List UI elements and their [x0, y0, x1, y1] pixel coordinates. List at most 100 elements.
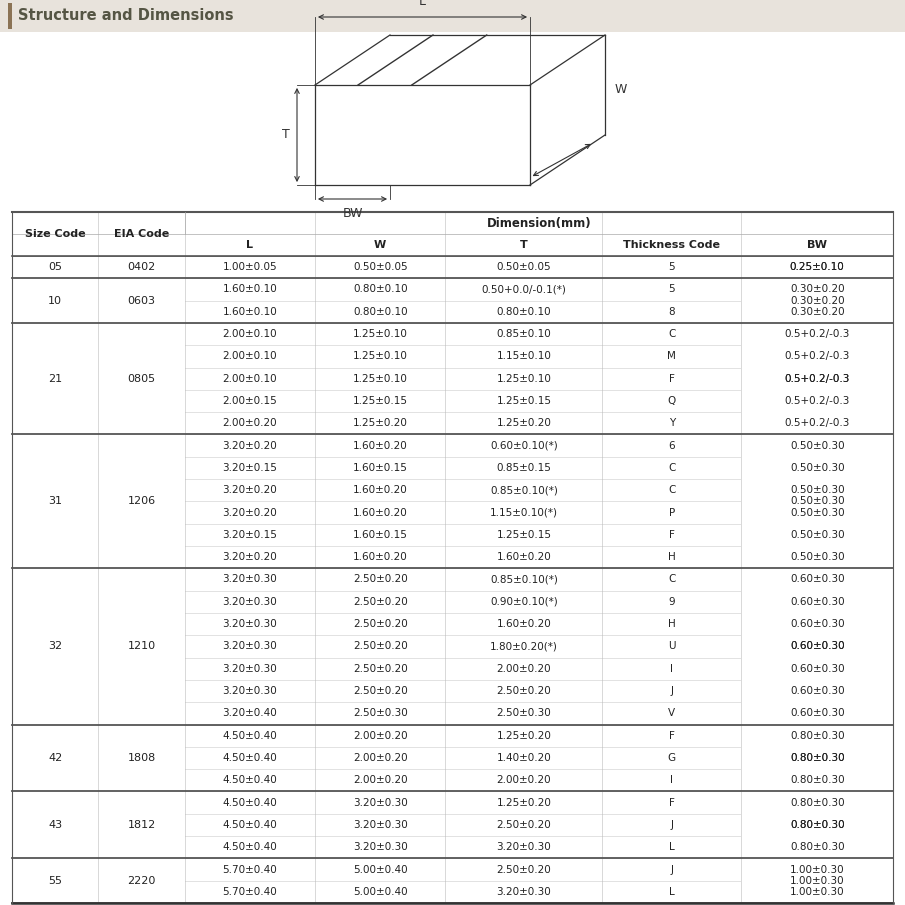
Text: 5.00±0.40: 5.00±0.40 — [353, 887, 407, 897]
Text: 2.00±0.10: 2.00±0.10 — [223, 351, 277, 361]
Text: 4.50±0.40: 4.50±0.40 — [223, 776, 277, 786]
Bar — [12, 568, 99, 725]
Text: M: M — [667, 351, 676, 361]
Text: 0.50±0.30: 0.50±0.30 — [790, 463, 844, 473]
Text: 3.20±0.20: 3.20±0.20 — [223, 441, 277, 451]
Text: 1210: 1210 — [128, 642, 156, 652]
Text: 2.00±0.10: 2.00±0.10 — [223, 374, 277, 384]
Text: 0.60±0.30: 0.60±0.30 — [790, 642, 844, 652]
Text: Q: Q — [668, 396, 676, 406]
Text: 0.25±0.10: 0.25±0.10 — [790, 262, 844, 272]
Text: 0.50±0.30: 0.50±0.30 — [790, 530, 844, 540]
Text: 1.60±0.15: 1.60±0.15 — [353, 530, 407, 540]
Text: Y: Y — [669, 418, 675, 428]
Bar — [12, 256, 99, 279]
Bar — [99, 568, 185, 725]
Text: 2.00±0.20: 2.00±0.20 — [497, 663, 551, 673]
Text: Dimension(mm): Dimension(mm) — [487, 216, 591, 230]
Text: 0.80±0.30: 0.80±0.30 — [790, 753, 844, 763]
Bar — [741, 792, 893, 858]
Text: 05: 05 — [48, 262, 62, 272]
Text: 5.00±0.40: 5.00±0.40 — [353, 864, 407, 874]
Text: 0.60±0.30: 0.60±0.30 — [790, 575, 844, 585]
Text: 0.50±0.30: 0.50±0.30 — [790, 441, 844, 451]
Text: 2220: 2220 — [128, 876, 156, 886]
Text: U: U — [668, 642, 676, 652]
Text: L: L — [419, 0, 426, 8]
Text: 2.00±0.15: 2.00±0.15 — [223, 396, 277, 406]
Text: 3.20±0.30: 3.20±0.30 — [353, 820, 407, 830]
Bar — [0, 0, 905, 32]
Text: G: G — [668, 753, 676, 763]
Text: 1.25±0.10: 1.25±0.10 — [353, 351, 407, 361]
Text: 1.60±0.20: 1.60±0.20 — [497, 619, 551, 629]
Text: 3.20±0.30: 3.20±0.30 — [223, 686, 277, 696]
Text: 2.00±0.10: 2.00±0.10 — [223, 329, 277, 339]
Bar — [99, 434, 185, 568]
Text: 43: 43 — [48, 820, 62, 830]
Text: 1.25±0.20: 1.25±0.20 — [353, 418, 407, 428]
Text: T: T — [520, 240, 528, 250]
Text: 2.50±0.30: 2.50±0.30 — [497, 709, 551, 719]
Text: 1206: 1206 — [128, 497, 156, 507]
Text: 3.20±0.30: 3.20±0.30 — [223, 596, 277, 607]
Text: 3.20±0.30: 3.20±0.30 — [223, 642, 277, 652]
Text: 0.85±0.15: 0.85±0.15 — [497, 463, 551, 473]
Text: 0.5+0.2/-0.3: 0.5+0.2/-0.3 — [785, 418, 850, 428]
Text: 9: 9 — [669, 596, 675, 607]
Text: 3.20±0.30: 3.20±0.30 — [223, 619, 277, 629]
Text: 1.25±0.10: 1.25±0.10 — [497, 374, 551, 384]
Text: L: L — [669, 887, 675, 897]
Bar — [12, 434, 99, 568]
Text: W: W — [374, 240, 386, 250]
Text: 1.25±0.10: 1.25±0.10 — [353, 329, 407, 339]
Text: 3.20±0.30: 3.20±0.30 — [497, 887, 551, 897]
Text: Structure and Dimensions: Structure and Dimensions — [18, 8, 233, 24]
Text: 3.20±0.30: 3.20±0.30 — [353, 843, 407, 853]
Text: 8: 8 — [669, 307, 675, 317]
Bar — [12, 212, 893, 903]
Text: 1.15±0.10(*): 1.15±0.10(*) — [490, 508, 557, 518]
Bar — [12, 858, 99, 903]
Text: 5: 5 — [669, 284, 675, 294]
Text: L: L — [669, 843, 675, 853]
Text: 2.50±0.20: 2.50±0.20 — [353, 575, 407, 585]
Text: 0.60±0.30: 0.60±0.30 — [790, 619, 844, 629]
Bar — [741, 323, 893, 434]
Text: 2.00±0.20: 2.00±0.20 — [223, 418, 277, 428]
Text: 21: 21 — [48, 374, 62, 384]
Text: 1.15±0.10: 1.15±0.10 — [497, 351, 551, 361]
Text: F: F — [669, 730, 675, 740]
Text: 0.80±0.30: 0.80±0.30 — [790, 753, 844, 763]
Text: 2.00±0.20: 2.00±0.20 — [497, 776, 551, 786]
Text: 1.00±0.05: 1.00±0.05 — [223, 262, 277, 272]
Text: 0.60±0.10(*): 0.60±0.10(*) — [490, 441, 557, 451]
Text: 1.25±0.15: 1.25±0.15 — [496, 396, 551, 406]
Text: C: C — [668, 575, 675, 585]
Text: 0.25±0.10: 0.25±0.10 — [790, 262, 844, 272]
Text: 4.50±0.40: 4.50±0.40 — [223, 753, 277, 763]
Text: BW: BW — [342, 207, 363, 220]
Text: 4.50±0.40: 4.50±0.40 — [223, 843, 277, 853]
Text: 1.25±0.20: 1.25±0.20 — [497, 797, 551, 807]
Text: 0.80±0.30: 0.80±0.30 — [790, 820, 844, 830]
Text: 0805: 0805 — [128, 374, 156, 384]
Text: 0.60±0.30: 0.60±0.30 — [790, 663, 844, 673]
Text: 0.90±0.10(*): 0.90±0.10(*) — [490, 596, 557, 607]
Bar — [741, 434, 893, 568]
Text: 2.00±0.20: 2.00±0.20 — [353, 753, 407, 763]
Text: 1.00±0.30: 1.00±0.30 — [790, 887, 844, 897]
Text: 0.50±0.30: 0.50±0.30 — [790, 497, 844, 507]
Text: 2.00±0.20: 2.00±0.20 — [353, 730, 407, 740]
Text: 3.20±0.20: 3.20±0.20 — [223, 485, 277, 495]
Text: 0.80±0.30: 0.80±0.30 — [790, 843, 844, 853]
Text: 0.50±0.30: 0.50±0.30 — [790, 485, 844, 495]
Text: 1.60±0.15: 1.60±0.15 — [353, 463, 407, 473]
Bar — [99, 279, 185, 323]
Text: C: C — [668, 329, 675, 339]
Text: 0603: 0603 — [128, 296, 156, 306]
Text: 0.50+0.0/-0.1(*): 0.50+0.0/-0.1(*) — [481, 284, 567, 294]
Text: 2.50±0.20: 2.50±0.20 — [497, 820, 551, 830]
Text: C: C — [668, 463, 675, 473]
Text: Thickness Code: Thickness Code — [624, 240, 720, 250]
